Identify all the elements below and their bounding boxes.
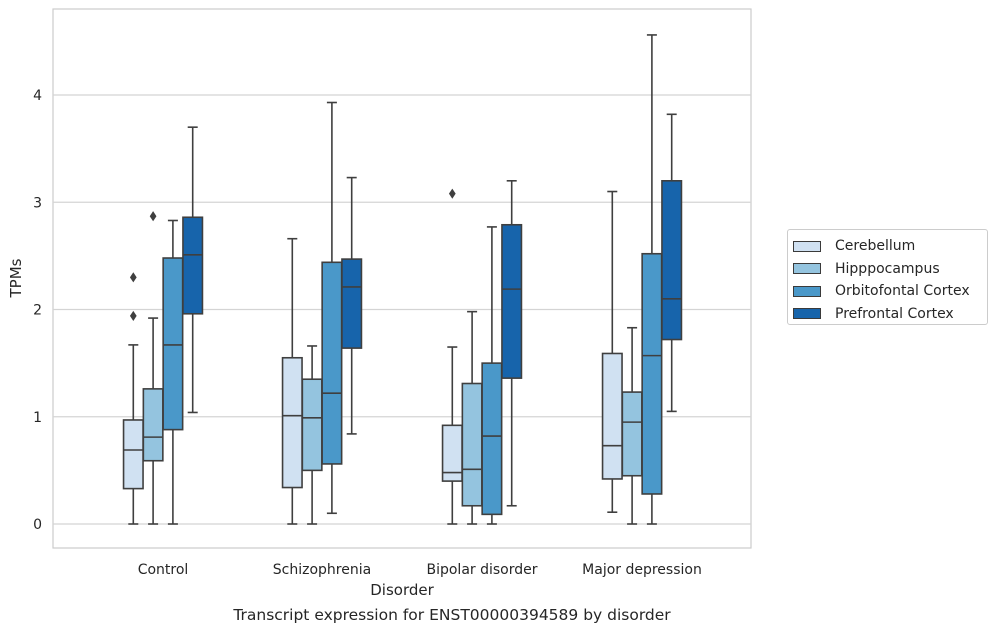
legend-item-3: Prefrontal Cortex [793,303,987,326]
box-rect [601,352,623,480]
box-rect [501,223,523,379]
legend: Cerebellum Hipppocampus Orbitofontal Corte… [787,229,988,325]
box-rect [341,258,363,349]
box-2-3 [501,180,523,507]
box-rect [661,180,683,341]
box-rect [461,382,483,507]
x-tick-label-1: Schizophrenia [273,562,371,578]
x-tick-label-2: Bipolar disorder [426,562,537,578]
box-1-1 [301,345,323,525]
box-0-2 [162,219,184,525]
box-2-2 [481,226,503,525]
chart-title: Transcript expression for ENST0000039458… [233,606,671,624]
flier-0 [448,188,456,199]
y-tick-label-0: 0 [33,517,42,533]
box-groups [122,34,683,525]
legend-item-0: Cerebellum [793,235,987,258]
legend-label: Hipppocampus [835,260,940,277]
box-rect [621,391,643,477]
box-rect [122,419,144,490]
box-rect [281,356,303,489]
y-tick-label-2: 2 [33,303,42,319]
legend-item-1: Hipppocampus [793,258,987,281]
legend-label: Cerebellum [835,238,916,255]
legend-swatch [793,285,821,297]
x-tick-label-3: Major depression [582,562,702,578]
x-tick-label-0: Control [138,562,189,578]
box-rect [301,378,323,472]
box-1-3 [341,176,363,435]
y-tick-label-1: 1 [33,410,42,426]
box-2-0 [441,188,463,525]
box-rect [481,362,503,516]
y-axis-label: TPMs [7,258,25,298]
y-tick-label-4: 4 [33,88,42,104]
legend-label: Prefrontal Cortex [835,305,954,322]
y-tick-labels: 0 1 2 3 4 [33,88,42,533]
box-3-3 [661,113,683,413]
legend-item-2: Orbitofontal Cortex [793,280,987,303]
flier-0 [129,310,137,321]
box-2-1 [461,310,483,525]
flier-1 [129,272,137,283]
box-rect [321,261,343,465]
box-rect [182,216,204,315]
box-rect [641,252,663,495]
flier-0 [149,211,157,222]
box-rect [162,257,184,431]
x-axis-label: Disorder [370,581,434,599]
legend-swatch [793,308,821,320]
box-1-2 [321,101,343,515]
y-tick-label-3: 3 [33,195,42,211]
box-0-3 [182,126,204,414]
legend-swatch [793,240,821,252]
legend-label: Orbitofontal Cortex [835,283,970,300]
legend-swatch [793,263,821,275]
x-tick-labels: Control Schizophrenia Bipolar disorder Majo… [138,562,702,578]
box-0-0 [122,272,144,525]
box-rect [142,388,164,462]
box-3-2 [641,34,663,525]
